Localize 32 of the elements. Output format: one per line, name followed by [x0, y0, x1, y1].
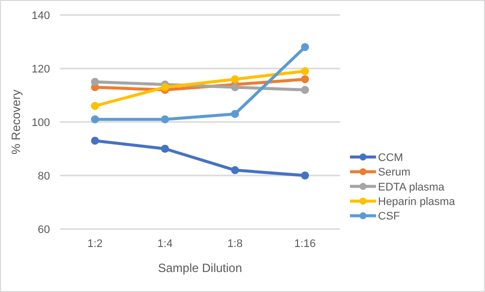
legend-label: CCM	[378, 152, 404, 164]
point	[231, 166, 239, 174]
y-axis-title: % Recovery	[9, 90, 23, 154]
point	[231, 110, 239, 118]
point	[301, 86, 309, 94]
x-tick-label: 1:2	[87, 238, 103, 250]
legend-label: Heparin plasma	[378, 196, 456, 208]
x-axis-title: Sample Dilution	[158, 261, 242, 275]
point	[301, 43, 309, 52]
point	[91, 115, 99, 124]
point	[161, 144, 169, 153]
x-tick-label: 1:8	[227, 238, 243, 250]
x-tick-label: 1:16	[294, 238, 316, 250]
point	[301, 67, 309, 76]
point	[231, 75, 239, 84]
legend-label: EDTA plasma	[378, 181, 446, 194]
point	[301, 75, 309, 84]
x-tick-label: 1:4	[157, 238, 173, 250]
point	[231, 83, 239, 92]
point	[91, 102, 99, 110]
point	[301, 172, 309, 180]
y-tick-label: 120	[32, 63, 50, 76]
legend-label: CSF	[378, 210, 400, 223]
point	[91, 78, 99, 86]
legend-label: Serum	[378, 166, 410, 179]
y-tick-label: 80	[38, 170, 50, 182]
point	[161, 83, 169, 92]
point	[91, 136, 99, 145]
y-tick-label: 140	[32, 10, 50, 22]
point	[161, 115, 169, 124]
y-tick-label: 60	[38, 224, 50, 236]
y-tick-label: 100	[32, 116, 50, 129]
